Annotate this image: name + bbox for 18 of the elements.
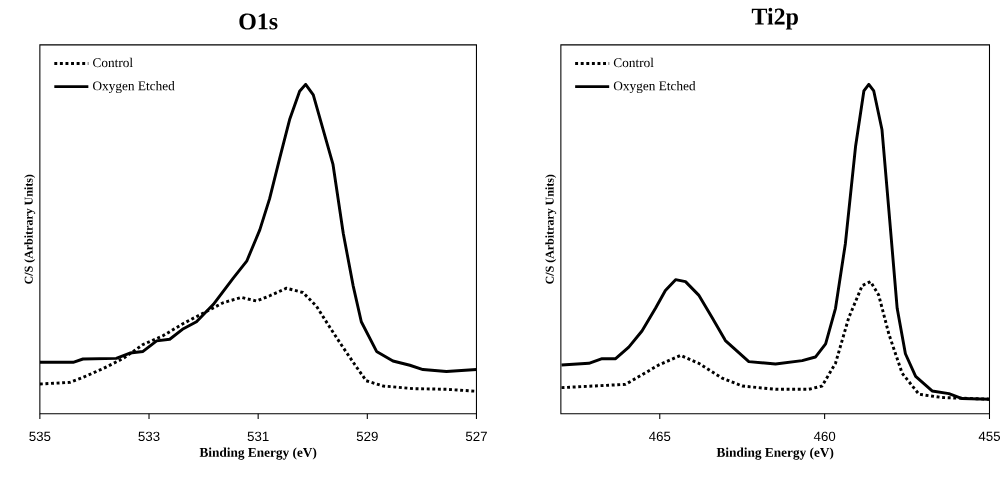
chart-title: Ti2p bbox=[751, 7, 798, 30]
x-tick-label: 455 bbox=[978, 431, 1001, 441]
x-tick-label: 527 bbox=[465, 431, 487, 441]
y-axis-title: C/S (Arbitrary Units) bbox=[24, 174, 36, 284]
legend-label: Control bbox=[93, 57, 133, 67]
x-tick-label: 533 bbox=[138, 431, 160, 441]
x-axis-title: Binding Energy (eV) bbox=[716, 447, 834, 460]
x-axis-title: Binding Energy (eV) bbox=[199, 447, 317, 460]
legend-label: Oxygen Etched bbox=[613, 80, 696, 93]
x-tick-label: 535 bbox=[29, 431, 51, 441]
x-tick-label: 529 bbox=[356, 431, 378, 441]
y-axis-title: C/S (Arbitrary Units) bbox=[545, 174, 557, 284]
x-tick-label: 531 bbox=[247, 431, 269, 441]
x-tick-label: 460 bbox=[813, 431, 836, 441]
x-tick-label: 465 bbox=[649, 431, 671, 441]
legend-label: Oxygen Etched bbox=[93, 80, 175, 93]
legend-label: Control bbox=[613, 57, 654, 67]
chart-title: O1s bbox=[239, 13, 278, 30]
